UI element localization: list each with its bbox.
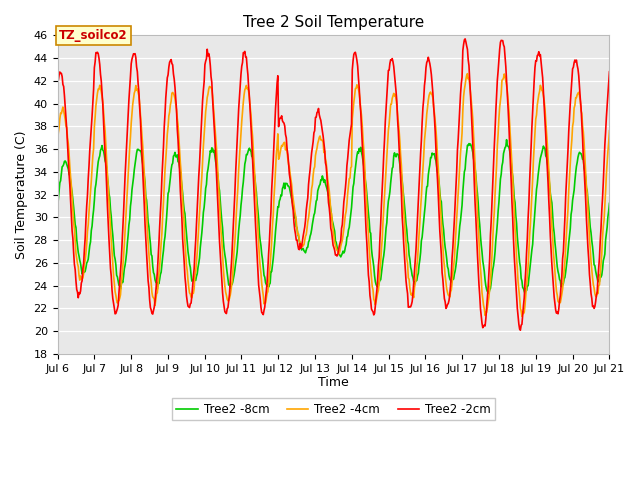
Tree2 -4cm — [463, 71, 471, 76]
Legend: Tree2 -8cm, Tree2 -4cm, Tree2 -2cm: Tree2 -8cm, Tree2 -4cm, Tree2 -2cm — [172, 398, 495, 420]
Title: Tree 2 Soil Temperature: Tree 2 Soil Temperature — [243, 15, 424, 30]
Tree2 -4cm — [177, 160, 184, 166]
Tree2 -4cm — [54, 141, 61, 146]
Tree2 -8cm — [120, 266, 128, 272]
Tree2 -4cm — [205, 84, 213, 89]
Tree2 -2cm — [63, 141, 71, 146]
Tree2 -4cm — [605, 128, 613, 133]
Tree2 -2cm — [401, 253, 408, 259]
Tree2 -2cm — [120, 191, 128, 196]
Tree2 -4cm — [417, 205, 424, 211]
Text: TZ_soilco2: TZ_soilco2 — [60, 29, 128, 42]
Tree2 -8cm — [205, 155, 213, 160]
Tree2 -4cm — [63, 135, 71, 141]
Line: Tree2 -4cm: Tree2 -4cm — [58, 73, 609, 316]
Tree2 -2cm — [461, 36, 469, 42]
Tree2 -2cm — [205, 55, 213, 60]
Tree2 -2cm — [177, 188, 184, 194]
Tree2 -8cm — [401, 202, 408, 208]
Tree2 -2cm — [516, 327, 524, 333]
Line: Tree2 -2cm: Tree2 -2cm — [58, 39, 609, 330]
Tree2 -4cm — [518, 313, 526, 319]
Tree2 -4cm — [401, 218, 408, 224]
Tree2 -8cm — [503, 137, 511, 143]
Y-axis label: Soil Temperature (C): Soil Temperature (C) — [15, 131, 28, 259]
Tree2 -8cm — [417, 250, 424, 255]
Tree2 -8cm — [54, 205, 61, 211]
Tree2 -4cm — [120, 242, 128, 248]
Tree2 -2cm — [605, 69, 613, 74]
X-axis label: Time: Time — [318, 376, 349, 389]
Tree2 -2cm — [417, 151, 424, 156]
Tree2 -8cm — [177, 170, 184, 176]
Tree2 -8cm — [485, 290, 493, 296]
Tree2 -8cm — [63, 164, 71, 169]
Tree2 -8cm — [605, 201, 613, 206]
Line: Tree2 -8cm: Tree2 -8cm — [58, 140, 609, 293]
Tree2 -2cm — [54, 80, 61, 86]
